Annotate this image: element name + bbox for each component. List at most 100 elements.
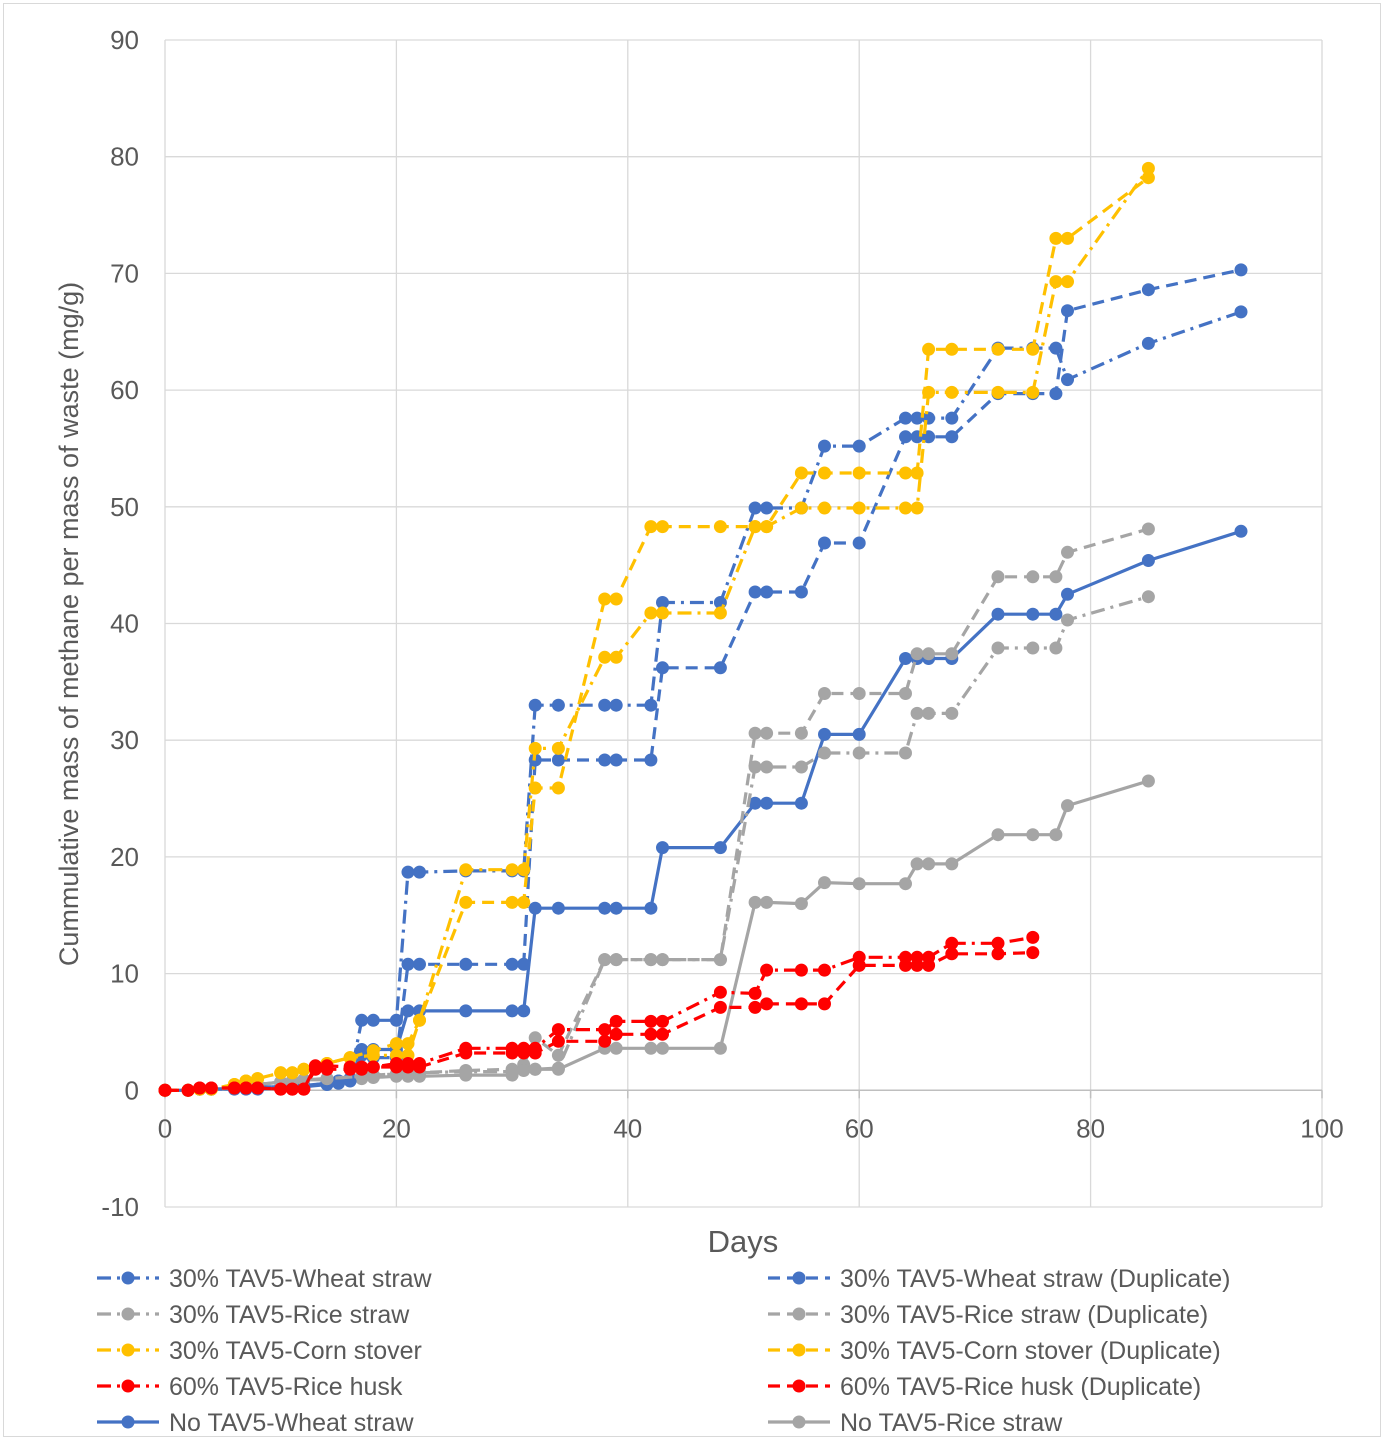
data-point: [1141, 283, 1155, 297]
data-point: [748, 986, 762, 1000]
data-point: [644, 953, 658, 967]
data-point: [413, 1057, 426, 1070]
data-point: [204, 1081, 218, 1095]
data-point: [598, 1034, 612, 1048]
data-point: [517, 863, 531, 877]
data-point: [748, 520, 762, 534]
data-point: [609, 650, 623, 664]
data-point: [401, 1057, 415, 1070]
data-point: [852, 877, 866, 891]
data-point: [1234, 524, 1248, 538]
legend-label: 60% TAV5-Rice husk: [169, 1373, 403, 1401]
data-point: [297, 1082, 311, 1096]
data-point: [922, 647, 936, 661]
data-point: [413, 865, 426, 879]
data-point: [609, 592, 623, 606]
data-point: [644, 1014, 658, 1028]
data-point: [1026, 930, 1040, 944]
data-point: [818, 997, 831, 1011]
data-point: [401, 957, 415, 971]
data-point: [910, 466, 924, 480]
data-point: [713, 1000, 727, 1014]
data-point: [794, 997, 808, 1011]
data-point: [413, 957, 426, 971]
data-point: [1026, 641, 1040, 655]
data-point: [922, 342, 936, 356]
data-point: [528, 901, 542, 915]
data-point: [818, 536, 831, 550]
data-point: [505, 1004, 519, 1018]
data-point: [656, 1041, 669, 1055]
data-point: [760, 585, 774, 599]
series-9: [158, 774, 1155, 1097]
data-point: [991, 947, 1005, 961]
legend-swatch-marker: [792, 1415, 806, 1429]
legend-label: 60% TAV5-Rice husk (Duplicate): [840, 1373, 1201, 1401]
data-point: [401, 1004, 415, 1018]
data-point: [1141, 171, 1155, 185]
y-tick-label: 0: [125, 1075, 139, 1105]
data-point: [1026, 607, 1040, 621]
data-point: [713, 606, 727, 620]
data-point: [899, 430, 912, 444]
data-point: [1049, 231, 1063, 245]
data-point: [748, 895, 762, 909]
series-line: [165, 595, 1149, 1092]
data-point: [945, 430, 959, 444]
data-point: [551, 1048, 565, 1062]
data-point: [945, 342, 959, 356]
data-point: [899, 652, 912, 665]
y-tick-label: 20: [110, 842, 139, 872]
y-tick-label: -10: [101, 1192, 139, 1222]
legend-item: 60% TAV5-Rice husk (Duplicate): [768, 1373, 1201, 1401]
data-point: [251, 1072, 265, 1086]
legend-item: No TAV5-Rice straw: [768, 1409, 1063, 1437]
data-point: [818, 727, 831, 741]
data-point: [505, 895, 519, 909]
data-point: [389, 1057, 403, 1070]
y-tick-label: 70: [110, 258, 139, 288]
data-point: [760, 726, 774, 740]
legend-item: 30% TAV5-Corn stover (Duplicate): [768, 1337, 1221, 1365]
data-point: [945, 706, 959, 720]
data-point: [366, 1060, 380, 1074]
data-point: [598, 753, 612, 767]
data-point: [644, 698, 658, 712]
data-point: [794, 726, 808, 740]
data-point: [1049, 275, 1063, 289]
data-point: [609, 1014, 623, 1028]
data-point: [609, 953, 623, 967]
data-point: [1061, 545, 1074, 559]
legend-label: 30% TAV5-Corn stover (Duplicate): [840, 1337, 1221, 1365]
data-point: [551, 753, 565, 767]
data-point: [1049, 570, 1063, 584]
data-point: [528, 1062, 542, 1076]
data-point: [320, 1059, 334, 1073]
legend-label: 30% TAV5-Corn stover: [169, 1337, 422, 1365]
data-point: [517, 895, 531, 909]
data-point: [459, 895, 473, 909]
legend-swatch-marker: [792, 1307, 806, 1321]
data-point: [818, 876, 831, 890]
data-point: [1141, 774, 1155, 788]
data-point: [899, 687, 912, 700]
data-point: [852, 727, 866, 741]
data-point: [760, 796, 774, 810]
data-point: [656, 520, 669, 534]
data-point: [899, 501, 912, 515]
data-point: [181, 1083, 195, 1097]
data-point: [1061, 799, 1074, 813]
data-point: [389, 1037, 403, 1051]
data-point: [355, 1060, 369, 1074]
data-point: [1026, 570, 1040, 584]
legend-label: No TAV5-Rice straw: [840, 1409, 1063, 1437]
data-point: [713, 953, 727, 967]
data-point: [818, 439, 831, 453]
data-point: [528, 741, 542, 755]
data-point: [609, 1027, 623, 1041]
data-point: [158, 1083, 172, 1097]
data-point: [899, 746, 912, 760]
data-point: [297, 1062, 311, 1076]
data-point: [922, 857, 936, 871]
